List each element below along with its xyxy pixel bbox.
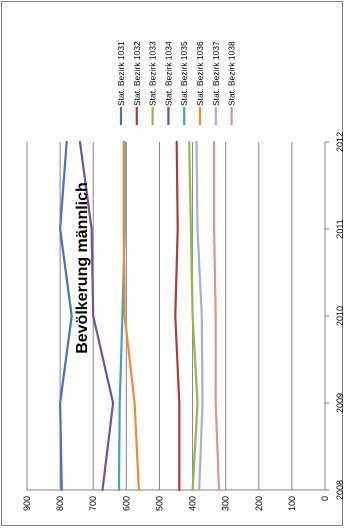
legend-label-1: Stat. Bezirk 1031 [116, 41, 126, 106]
legend-label-4: Stat. Bezirk 1034 [163, 41, 173, 106]
value-tick-label-100: 100 [287, 496, 297, 511]
series-line-3 [188, 140, 199, 492]
series-line-4 [78, 140, 115, 492]
value-tick-label-600: 600 [121, 496, 131, 511]
legend-label-7: Stat. Bezirk 1037 [211, 41, 221, 106]
axes [27, 141, 329, 491]
series-line-2 [174, 140, 181, 492]
legend-label-6: Stat. Bezirk 1036 [195, 41, 205, 106]
category-label-2010: 2010 [335, 306, 345, 326]
legend-label-5: Stat. Bezirk 1035 [179, 41, 189, 106]
tick-labels: 0 100 200 300 400 500 600 700 800 900 2008 2009 2010… [22, 132, 345, 511]
legend: Stat. Bezirk 1031 Stat. Bezirk 1032 Stat. … [116, 41, 237, 125]
value-tick-label-300: 300 [221, 496, 231, 511]
gridlines [26, 142, 293, 490]
category-label-2009: 2009 [335, 393, 345, 413]
value-tick-label-400: 400 [188, 496, 198, 511]
series-line-8 [213, 140, 221, 492]
legend-label-2: Stat. Bezirk 1032 [132, 41, 142, 106]
chart-title: Bevölkerung männlich [74, 182, 91, 354]
value-tick-label-0: 0 [320, 496, 330, 501]
category-label-2011: 2011 [335, 219, 345, 238]
value-tick-label-200: 200 [254, 496, 264, 511]
legend-label-8: Stat. Bezirk 1038 [227, 41, 237, 106]
value-tick-label-700: 700 [88, 496, 98, 511]
value-tick-label-900: 900 [22, 496, 32, 511]
value-tick-label-800: 800 [55, 496, 65, 511]
series-line-7 [195, 140, 204, 492]
category-label-2008: 2008 [335, 480, 345, 500]
legend-label-3: Stat. Bezirk 1033 [148, 41, 158, 106]
series-lines [58, 140, 221, 492]
category-label-2012: 2012 [335, 132, 345, 152]
value-tick-label-500: 500 [154, 496, 164, 511]
series-line-6 [122, 140, 140, 492]
series-line-1 [58, 140, 73, 492]
